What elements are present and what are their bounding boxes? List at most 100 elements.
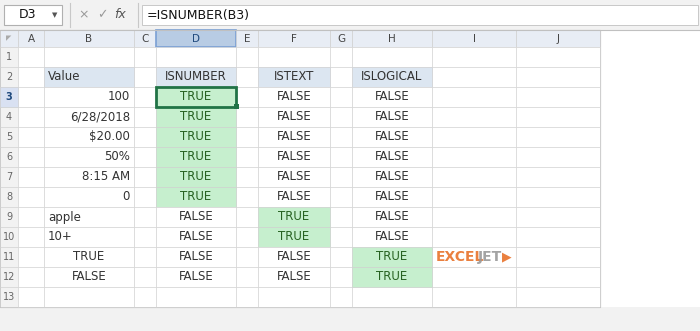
- Bar: [44, 287, 134, 307]
- Bar: [236, 127, 258, 147]
- Bar: [0, 227, 18, 247]
- Text: 13: 13: [3, 292, 15, 302]
- Bar: [258, 227, 330, 247]
- Bar: [516, 267, 600, 287]
- Bar: [258, 267, 330, 287]
- Text: D3: D3: [20, 9, 36, 22]
- Bar: [44, 247, 134, 267]
- Bar: [134, 207, 156, 227]
- Text: FALSE: FALSE: [276, 270, 312, 283]
- Bar: [156, 107, 236, 127]
- Bar: [0, 67, 18, 87]
- Bar: [0, 247, 18, 267]
- Bar: [156, 67, 236, 87]
- Bar: [0, 87, 18, 107]
- Bar: [134, 287, 156, 307]
- Bar: [352, 67, 432, 87]
- Bar: [18, 67, 44, 87]
- Bar: [0, 287, 18, 307]
- Bar: [0, 107, 18, 127]
- Bar: [134, 87, 156, 107]
- Text: ISLOGICAL: ISLOGICAL: [361, 71, 423, 83]
- Bar: [330, 30, 352, 47]
- Bar: [352, 167, 432, 187]
- Bar: [432, 267, 516, 287]
- Bar: [258, 67, 330, 87]
- Text: TRUE: TRUE: [181, 191, 211, 204]
- Bar: [330, 187, 352, 207]
- Bar: [236, 287, 258, 307]
- Bar: [330, 247, 352, 267]
- Bar: [0, 30, 700, 307]
- Text: FALSE: FALSE: [178, 211, 214, 223]
- Bar: [0, 30, 600, 307]
- Bar: [258, 107, 330, 127]
- Bar: [18, 147, 44, 167]
- Bar: [236, 67, 258, 87]
- Bar: [516, 227, 600, 247]
- Text: Value: Value: [48, 71, 80, 83]
- Text: 8: 8: [6, 192, 12, 202]
- Text: FALSE: FALSE: [276, 151, 312, 164]
- Bar: [352, 207, 432, 227]
- Bar: [516, 247, 600, 267]
- Text: TRUE: TRUE: [279, 211, 309, 223]
- Text: ×: ×: [78, 9, 90, 22]
- Bar: [236, 247, 258, 267]
- Bar: [516, 187, 600, 207]
- Bar: [516, 107, 600, 127]
- Bar: [258, 247, 330, 267]
- Text: FALSE: FALSE: [374, 191, 409, 204]
- Bar: [236, 47, 258, 67]
- Bar: [330, 147, 352, 167]
- Bar: [44, 87, 134, 107]
- Bar: [236, 267, 258, 287]
- Bar: [258, 207, 330, 227]
- Text: 50%: 50%: [104, 151, 130, 164]
- Text: 8:15 AM: 8:15 AM: [82, 170, 130, 183]
- Bar: [516, 287, 600, 307]
- Text: 100: 100: [108, 90, 130, 104]
- Text: H: H: [388, 33, 396, 43]
- Bar: [18, 30, 44, 47]
- Bar: [516, 47, 600, 67]
- Bar: [134, 30, 156, 47]
- Bar: [352, 87, 432, 107]
- Bar: [432, 47, 516, 67]
- Bar: [432, 127, 516, 147]
- Bar: [156, 267, 236, 287]
- Bar: [44, 127, 134, 147]
- Bar: [134, 47, 156, 67]
- Bar: [258, 167, 330, 187]
- Text: I: I: [473, 33, 475, 43]
- Bar: [44, 30, 134, 47]
- Bar: [156, 127, 236, 147]
- Text: TRUE: TRUE: [181, 151, 211, 164]
- Text: FALSE: FALSE: [276, 251, 312, 263]
- Bar: [0, 0, 700, 30]
- Text: 3: 3: [6, 92, 12, 102]
- Bar: [236, 30, 258, 47]
- Text: ISTEXT: ISTEXT: [274, 71, 314, 83]
- Text: TRUE: TRUE: [181, 90, 211, 104]
- Text: FALSE: FALSE: [276, 130, 312, 144]
- Bar: [258, 107, 330, 127]
- Text: apple: apple: [48, 211, 81, 223]
- Bar: [432, 30, 516, 47]
- Bar: [44, 47, 134, 67]
- Bar: [44, 87, 134, 107]
- Bar: [0, 267, 18, 287]
- Bar: [236, 167, 258, 187]
- Bar: [330, 287, 352, 307]
- Bar: [258, 87, 330, 107]
- Bar: [4, 5, 62, 25]
- Text: J: J: [556, 33, 559, 43]
- Bar: [156, 187, 236, 207]
- Bar: [44, 227, 134, 247]
- Text: ▼: ▼: [52, 12, 57, 18]
- Bar: [18, 127, 44, 147]
- Bar: [156, 247, 236, 267]
- Bar: [330, 207, 352, 227]
- Bar: [330, 87, 352, 107]
- Text: B: B: [85, 33, 92, 43]
